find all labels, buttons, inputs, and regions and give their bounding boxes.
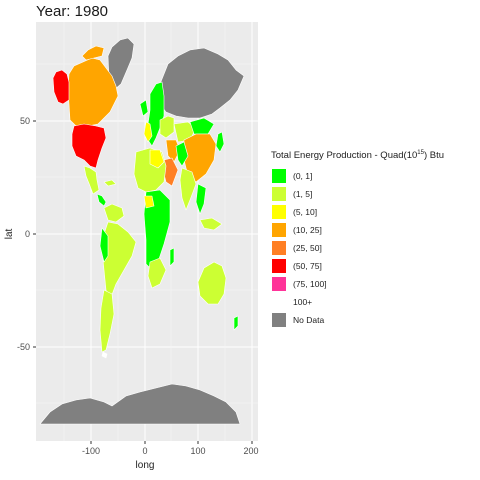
southern-africa-region	[147, 257, 167, 289]
plot-title: Year: 1980	[36, 3, 109, 20]
legend-label: (10, 25]	[293, 225, 322, 236]
legend-label: (5, 10]	[293, 207, 318, 218]
mexico-region	[83, 165, 100, 195]
venezuela-region	[103, 203, 125, 223]
y-tick-label: 50	[20, 116, 30, 126]
legend-item: (25, 50]	[271, 239, 444, 257]
central-asia-region	[175, 141, 189, 167]
nigeria-region	[143, 195, 155, 209]
legend-swatch	[271, 258, 287, 275]
legend-swatch	[271, 294, 287, 310]
legend-swatch	[271, 240, 287, 257]
argentina-region	[99, 289, 115, 353]
indonesia-region	[199, 217, 223, 231]
mongolia-region	[189, 117, 215, 135]
china-region	[183, 133, 217, 183]
legend-swatch	[271, 204, 287, 221]
legend: Total Energy Production - Quad(1015) Btu…	[271, 150, 444, 329]
axis-tick-marks	[33, 120, 253, 444]
x-tick-label: 100	[190, 446, 205, 456]
legend-item: (0, 1]	[271, 167, 444, 185]
arctic-islands-region	[81, 45, 105, 61]
russia-region	[159, 47, 245, 119]
x-tick-label: 0	[142, 446, 147, 456]
new-zealand-region	[233, 315, 239, 331]
madagascar-region	[169, 247, 175, 267]
central-america-region	[96, 193, 107, 207]
y-axis-title: lat	[4, 228, 15, 239]
legend-item: (75, 100]	[271, 275, 444, 293]
tierra-del-fuego-region	[101, 351, 108, 359]
legend-swatch	[271, 312, 287, 329]
legend-label: (1, 5]	[293, 189, 313, 200]
antarctica-region	[39, 383, 241, 425]
legend-item: No Data	[271, 311, 444, 329]
x-axis-title: long	[136, 460, 155, 471]
legend-label: No Data	[293, 315, 325, 326]
europe-region	[147, 81, 165, 147]
legend-item: (5, 10]	[271, 203, 444, 221]
eastern-europe-region	[159, 115, 175, 139]
country-shapes	[39, 37, 245, 425]
legend-label: (75, 100]	[293, 279, 327, 290]
legend-label: (0, 1]	[293, 171, 313, 182]
india-region	[179, 167, 197, 211]
japan-region	[215, 131, 225, 153]
legend-label: 100+	[293, 297, 313, 308]
legend-label: (50, 75]	[293, 261, 322, 272]
legend-item: 100+	[271, 293, 444, 311]
legend-item: (10, 25]	[271, 221, 444, 239]
legend-title: Total Energy Production - Quad(1015) Btu	[271, 150, 445, 162]
libya-region	[149, 149, 165, 169]
alaska-region	[52, 69, 70, 105]
legend-item: (50, 75]	[271, 257, 444, 275]
x-tick-label: 200	[243, 446, 258, 456]
united-states-region	[71, 123, 107, 169]
legend-label: (25, 50]	[293, 243, 322, 254]
y-tick-label: -50	[17, 342, 30, 352]
caribbean-region	[103, 179, 117, 187]
uk-region	[139, 99, 149, 117]
legend-swatch	[271, 186, 287, 203]
x-tick-label: -100	[82, 446, 100, 456]
legend-swatch	[271, 168, 287, 185]
legend-item: (1, 5]	[271, 185, 444, 203]
andes-region	[99, 227, 109, 263]
australia-region	[197, 261, 227, 305]
legend-entries: (0, 1] (1, 5] (5, 10] (10, 25] (25, 50] (50, …	[271, 167, 444, 329]
western-europe-region	[143, 121, 153, 143]
legend-swatch	[271, 222, 287, 239]
southeast-asia-region	[195, 183, 207, 215]
legend-swatch	[271, 276, 287, 293]
y-tick-label: 0	[25, 229, 30, 239]
